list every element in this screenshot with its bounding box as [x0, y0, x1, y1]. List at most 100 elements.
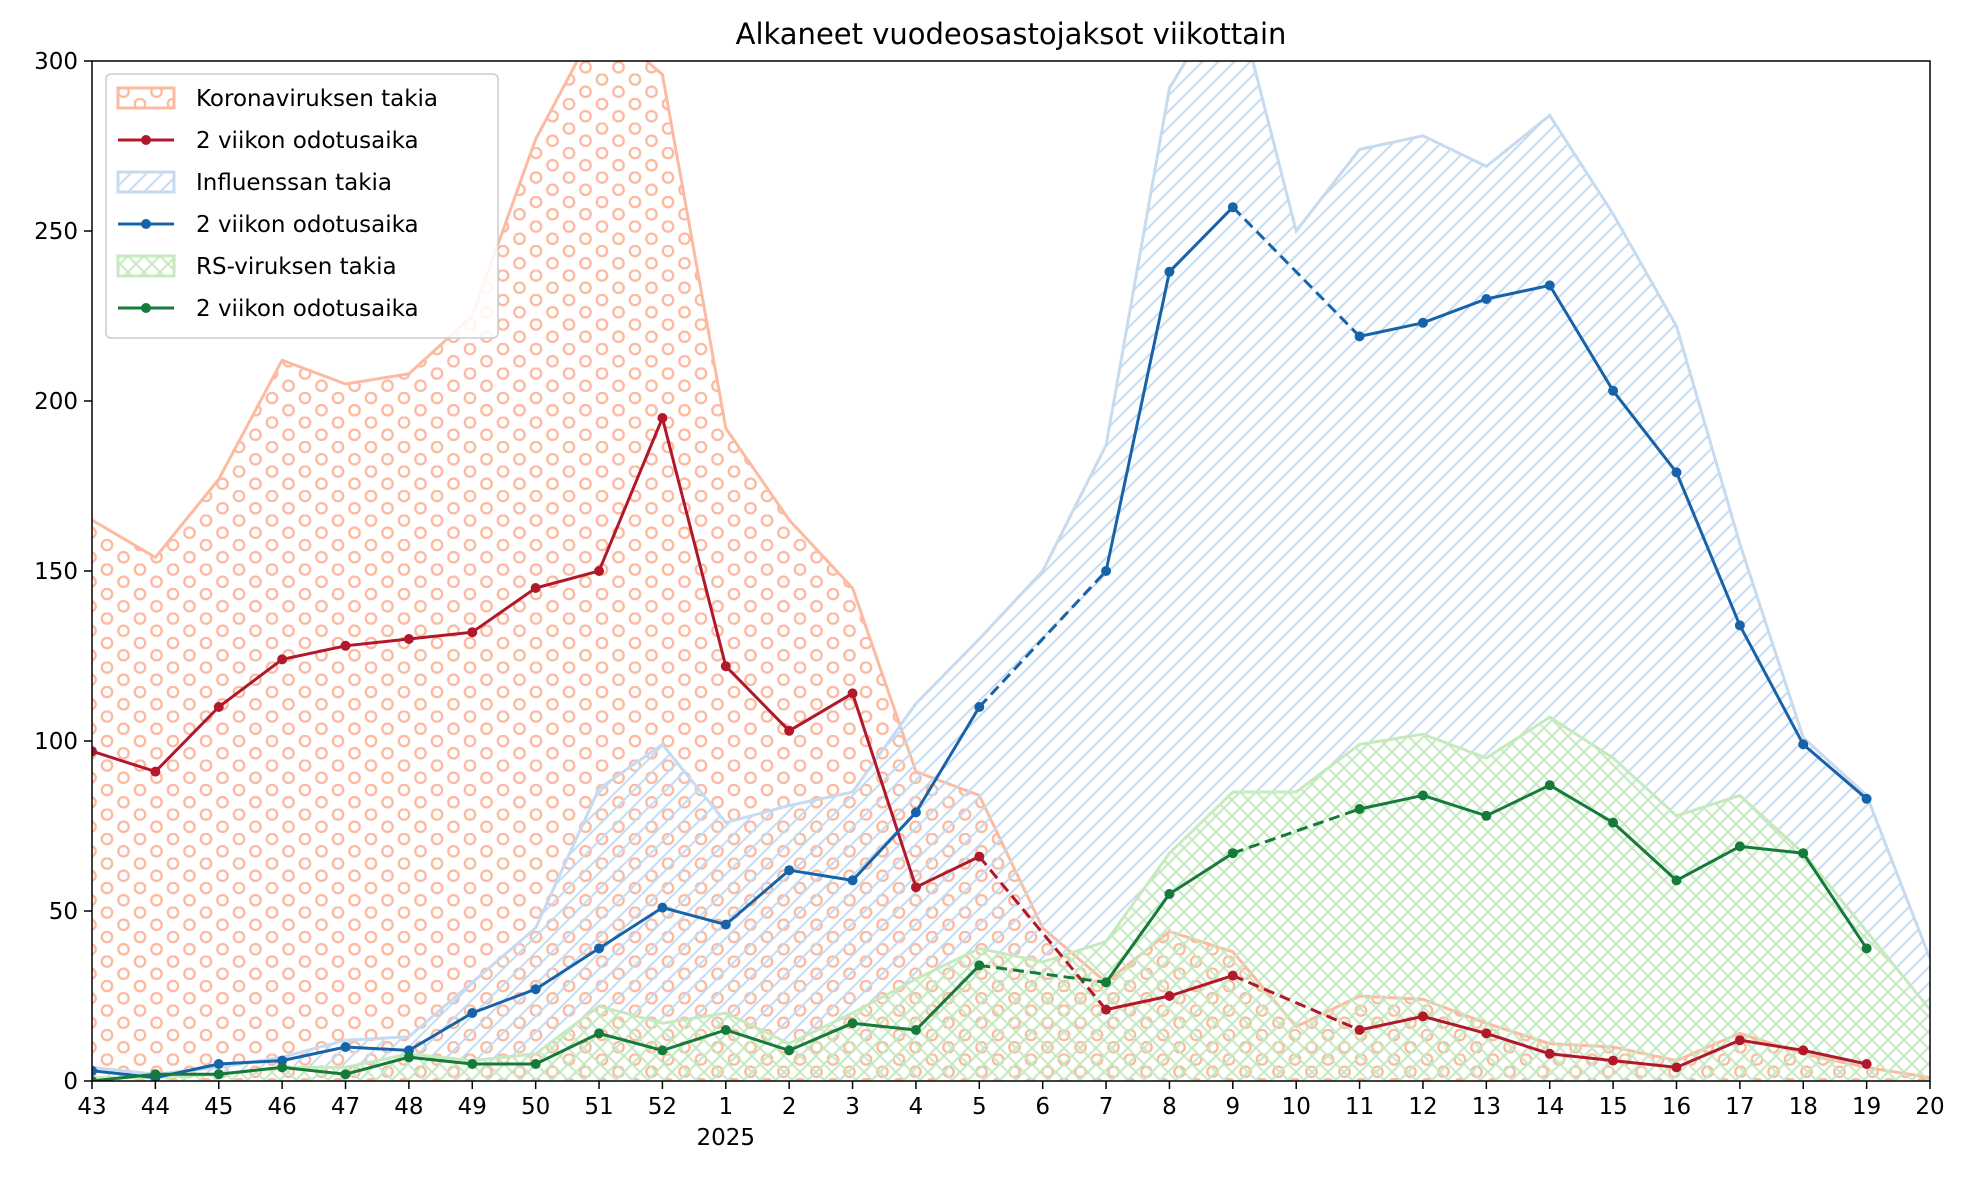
- series-point-1: [1227, 202, 1238, 213]
- series-point-0: [1164, 991, 1175, 1001]
- series-point-2: [1734, 841, 1745, 852]
- x-tick-label: 17: [1725, 1094, 1754, 1120]
- x-tick-label: 49: [458, 1094, 487, 1120]
- legend-label: 2 viikon odotusaika: [196, 128, 419, 154]
- series-point-1: [1544, 280, 1555, 291]
- x-tick-label: 46: [267, 1094, 296, 1120]
- series-point-1: [92, 1065, 97, 1076]
- series-line-2-seg-3: [1232, 807, 1361, 855]
- legend-swatch-marker: [141, 135, 151, 145]
- series-point-1: [1861, 793, 1872, 804]
- y-tick-label: 100: [34, 729, 78, 755]
- series-point-0: [1608, 1055, 1619, 1066]
- series-line-1-seg-3: [1231, 206, 1361, 338]
- series-point-1: [1798, 739, 1809, 750]
- x-tick-label: 13: [1472, 1094, 1501, 1120]
- series-point-0: [213, 702, 224, 712]
- series-point-2: [1671, 875, 1682, 886]
- series-point-1: [1608, 385, 1619, 396]
- series-point-0: [340, 640, 351, 651]
- legend: Koronaviruksen takia 2 viikon odotusaika I…: [105, 73, 499, 339]
- points-layer: [92, 202, 1872, 1081]
- x-tick-label: 50: [521, 1094, 550, 1120]
- series-point-0: [784, 725, 795, 736]
- series-point-2: [720, 1025, 731, 1035]
- series-point-1: [594, 943, 605, 954]
- series-point-1: [847, 875, 858, 886]
- series-point-2: [974, 960, 985, 971]
- series-point-0: [594, 566, 605, 576]
- series-point-2: [213, 1069, 224, 1080]
- series-point-0: [403, 634, 414, 644]
- series-point-1: [340, 1042, 351, 1052]
- x-tick-label: 15: [1598, 1094, 1627, 1120]
- x-tick-label: 8: [1162, 1094, 1177, 1120]
- series-point-2: [657, 1045, 668, 1056]
- series-point-2: [1481, 810, 1492, 821]
- series-point-2: [1544, 780, 1555, 791]
- series-point-2: [784, 1045, 795, 1056]
- legend-box: [105, 73, 499, 339]
- series-point-0: [1544, 1048, 1555, 1059]
- legend-swatch-area: [116, 170, 176, 194]
- y-tick-label: 50: [49, 899, 78, 925]
- series-point-0: [1417, 1011, 1428, 1022]
- x-tick-label: 12: [1408, 1094, 1437, 1120]
- series-point-2: [150, 1069, 161, 1080]
- legend-label: 2 viikon odotusaika: [196, 296, 419, 322]
- y-tick-label: 0: [63, 1069, 78, 1095]
- x-tick-label: 14: [1535, 1094, 1564, 1120]
- year-label: 2025: [697, 1125, 756, 1151]
- series-point-2: [340, 1069, 351, 1080]
- x-tick-label: 52: [648, 1094, 677, 1120]
- x-tick-label: 9: [1226, 1094, 1241, 1120]
- series-line-0-seg-3: [1232, 974, 1361, 1032]
- legend-label: Influenssan takia: [196, 170, 392, 196]
- series-point-2: [847, 1018, 858, 1029]
- series-point-1: [467, 1008, 478, 1018]
- legend-swatch-area: [116, 254, 176, 278]
- series-point-0: [910, 882, 921, 893]
- series-point-1: [1734, 620, 1745, 631]
- x-tick-label: 20: [1915, 1094, 1944, 1120]
- series-line-1-seg-1: [978, 569, 1108, 709]
- series-point-2: [1354, 804, 1365, 814]
- series-point-1: [784, 865, 795, 876]
- legend-label: RS-viruksen takia: [196, 254, 397, 280]
- series-point-2: [403, 1052, 414, 1063]
- series-point-0: [847, 688, 858, 699]
- x-tick-label: 51: [584, 1094, 613, 1120]
- legend-label: 2 viikon odotusaika: [196, 212, 419, 238]
- y-tick-label: 250: [34, 219, 78, 245]
- areas-layer: [92, 61, 1930, 1081]
- x-axis: 43 44 45 46 47 48 49 50 51 52 1 2 3 4 5 6 7 8 9 10 11 12 13 14 1…: [77, 1081, 1945, 1151]
- series-point-1: [1417, 317, 1428, 328]
- x-tick-label: 48: [394, 1094, 423, 1120]
- series-point-0: [1671, 1062, 1682, 1073]
- series-point-1: [1101, 566, 1112, 576]
- series-point-1: [910, 807, 921, 818]
- series-point-2: [1164, 889, 1175, 899]
- chart-title: Alkaneet vuodeosastojaksot viikottain: [736, 17, 1287, 51]
- series-point-2: [467, 1059, 478, 1069]
- series-point-0: [1354, 1025, 1365, 1035]
- series-point-1: [657, 902, 668, 913]
- x-tick-label: 7: [1099, 1094, 1114, 1120]
- series-point-1: [1481, 294, 1492, 304]
- x-tick-label: 16: [1662, 1094, 1691, 1120]
- x-tick-label: 4: [909, 1094, 924, 1120]
- series-point-2: [1417, 790, 1428, 801]
- series-point-0: [1101, 1004, 1112, 1015]
- series-point-2: [92, 1076, 97, 1081]
- x-tick-label: 18: [1789, 1094, 1818, 1120]
- series-point-0: [467, 627, 478, 638]
- series-point-0: [720, 661, 731, 672]
- series-point-1: [974, 702, 985, 712]
- series-point-1: [213, 1059, 224, 1069]
- y-tick-label: 300: [34, 49, 78, 75]
- area-edge-1: [92, 61, 1930, 1076]
- legend-label: Koronaviruksen takia: [196, 86, 438, 112]
- series-point-0: [277, 654, 288, 665]
- series-point-0: [1798, 1045, 1809, 1056]
